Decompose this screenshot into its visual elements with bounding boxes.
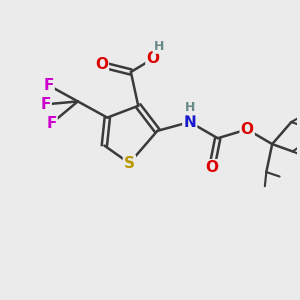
Text: H: H: [154, 40, 164, 53]
Text: F: F: [40, 97, 51, 112]
Text: H: H: [185, 101, 196, 114]
Text: F: F: [46, 116, 56, 131]
Text: O: O: [205, 160, 218, 175]
Text: N: N: [183, 115, 196, 130]
Text: O: O: [95, 57, 108, 72]
Text: F: F: [43, 78, 54, 93]
Text: O: O: [146, 51, 159, 66]
Text: S: S: [124, 156, 135, 171]
Text: O: O: [241, 122, 254, 137]
